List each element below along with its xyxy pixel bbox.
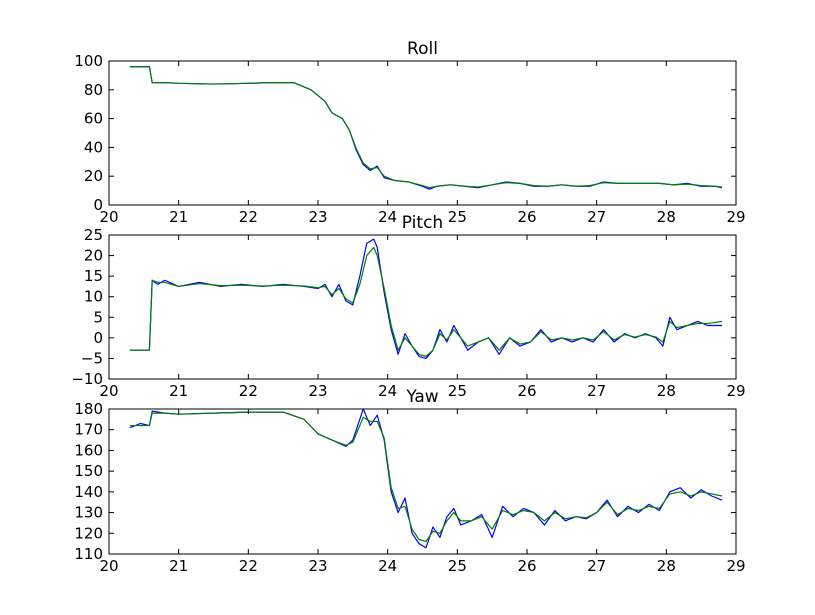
pitch-x-tick-label: 21 [169, 382, 188, 400]
pitch-y-tick-label: 15 [84, 267, 103, 285]
pitch-y-tick-label: −10 [71, 370, 103, 388]
yaw-y-tick-label: 130 [74, 504, 103, 522]
roll-y-tick-label: 20 [84, 167, 103, 185]
yaw-axes-frame [108, 408, 737, 555]
pitch-axes-frame [108, 234, 737, 380]
yaw-series-line-2 [129, 411, 723, 543]
yaw-x-tick-label: 26 [517, 557, 536, 575]
yaw-x-tick-label: 21 [169, 557, 188, 575]
roll-y-tick-label: 0 [93, 196, 103, 214]
roll-title: Roll [407, 39, 438, 59]
yaw-y-tick-label: 180 [74, 400, 103, 418]
pitch-y-tick-label: 10 [84, 288, 103, 306]
pitch-x-tick-label: 26 [517, 382, 536, 400]
yaw-x-tick-label: 25 [448, 557, 467, 575]
pitch-y-tick-label: 5 [93, 308, 103, 326]
pitch-x-tick-label: 29 [726, 382, 745, 400]
yaw-y-tick-label: 150 [74, 462, 103, 480]
pitch-x-tick-label: 27 [587, 382, 606, 400]
yaw-x-tick-label: 27 [587, 557, 606, 575]
roll-x-tick-label: 24 [378, 208, 397, 226]
pitch-x-tick-label: 20 [99, 382, 118, 400]
yaw-y-tick-label: 160 [74, 441, 103, 459]
pitch-x-tick-label: 28 [657, 382, 676, 400]
pitch-y-tick-label: 25 [84, 226, 103, 244]
roll-x-tick-label: 26 [517, 208, 536, 226]
pitch-x-tick-label: 24 [378, 382, 397, 400]
pitch-x-tick-label: 23 [308, 382, 327, 400]
roll-x-tick-label: 20 [99, 208, 118, 226]
roll-axes-frame [108, 60, 737, 206]
pitch-title: Pitch [402, 213, 443, 233]
yaw-y-tick-label: 110 [74, 545, 103, 563]
roll-x-tick-label: 27 [587, 208, 606, 226]
roll-x-tick-label: 21 [169, 208, 188, 226]
pitch-series-line-2 [129, 246, 723, 357]
pitch-y-tick-label: 0 [93, 329, 103, 347]
roll-x-tick-label: 25 [448, 208, 467, 226]
yaw-x-tick-label: 22 [239, 557, 258, 575]
yaw-x-tick-label: 23 [308, 557, 327, 575]
yaw-plot-area [109, 409, 736, 554]
yaw-y-tick-label: 140 [74, 483, 103, 501]
yaw-panel: 20 21 22 23 24 25 26 27 28 29 110 120 130 140 150 160 17… [74, 387, 745, 575]
yaw-y-tick-label: 120 [74, 524, 103, 542]
roll-y-tick-label: 60 [84, 110, 103, 128]
roll-y-tick-label: 40 [84, 138, 103, 156]
roll-series-line-2 [129, 66, 723, 189]
pitch-x-tick-label: 22 [239, 382, 258, 400]
roll-x-tick-label: 22 [239, 208, 258, 226]
roll-y-tick-label: 100 [74, 52, 103, 70]
yaw-x-tick-label: 29 [726, 557, 745, 575]
roll-x-tick-label: 29 [726, 208, 745, 226]
yaw-x-tick-label: 28 [657, 557, 676, 575]
roll-x-tick-label: 28 [657, 208, 676, 226]
pitch-y-tick-label: −5 [81, 349, 103, 367]
yaw-x-tick-label: 24 [378, 557, 397, 575]
pitch-x-tick-label: 25 [448, 382, 467, 400]
roll-y-tick-label: 80 [84, 81, 103, 99]
roll-plot-area [109, 61, 736, 205]
yaw-x-tick-label: 20 [99, 557, 118, 575]
pitch-panel: 20 21 22 23 24 25 26 27 28 29 −10 −5 0 5 10 15 20 25 Pitch [71, 213, 745, 400]
roll-x-tick-label: 23 [308, 208, 327, 226]
yaw-y-tick-label: 170 [74, 421, 103, 439]
pitch-y-tick-label: 20 [84, 247, 103, 265]
yaw-title: Yaw [405, 387, 438, 407]
